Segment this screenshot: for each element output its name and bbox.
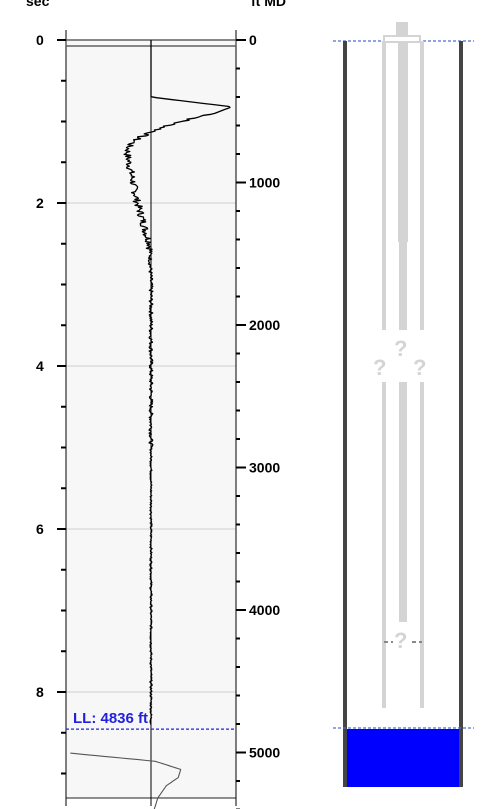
rod-string-upper [398,41,408,242]
left-tick-label: 8 [36,684,44,700]
left-axis-ticks: 0 2 4 6 8 [36,32,66,774]
unknown-marker-left: ? [373,355,386,380]
left-tick-label: 0 [36,32,44,48]
casing-left-wall [343,41,347,787]
right-tick-label: 4000 [249,602,280,618]
casing-right-wall [459,41,463,787]
chart-panel: sec ft MD 0 2 4 6 8 0 1000 2000 3000 4000 5000 LL… [26,0,286,809]
right-tick-label: 3000 [249,460,280,476]
left-tick-label: 2 [36,195,44,211]
right-tick-label: 1000 [249,175,280,191]
unknown-marker-right: ? [413,355,426,380]
unknown-marker-top: ? [394,336,407,361]
left-tick-label: 6 [36,521,44,537]
right-tick-label: 0 [249,32,257,48]
left-tick-label: 4 [36,358,44,374]
right-tick-label: 5000 [249,745,280,761]
right-axis-ticks: 0 1000 2000 3000 4000 5000 [236,32,280,809]
right-axis-label: ft MD [251,0,286,9]
liquid-level-label: LL: 4836 ft [73,710,148,727]
wellbore-diagram: ? ? ? ? [333,22,474,787]
fluid-column [347,729,459,787]
right-tick-label: 2000 [249,317,280,333]
rod-string-lower [399,242,407,622]
left-axis-label: sec [26,0,50,9]
unknown-marker-bottom: ? [394,628,407,653]
